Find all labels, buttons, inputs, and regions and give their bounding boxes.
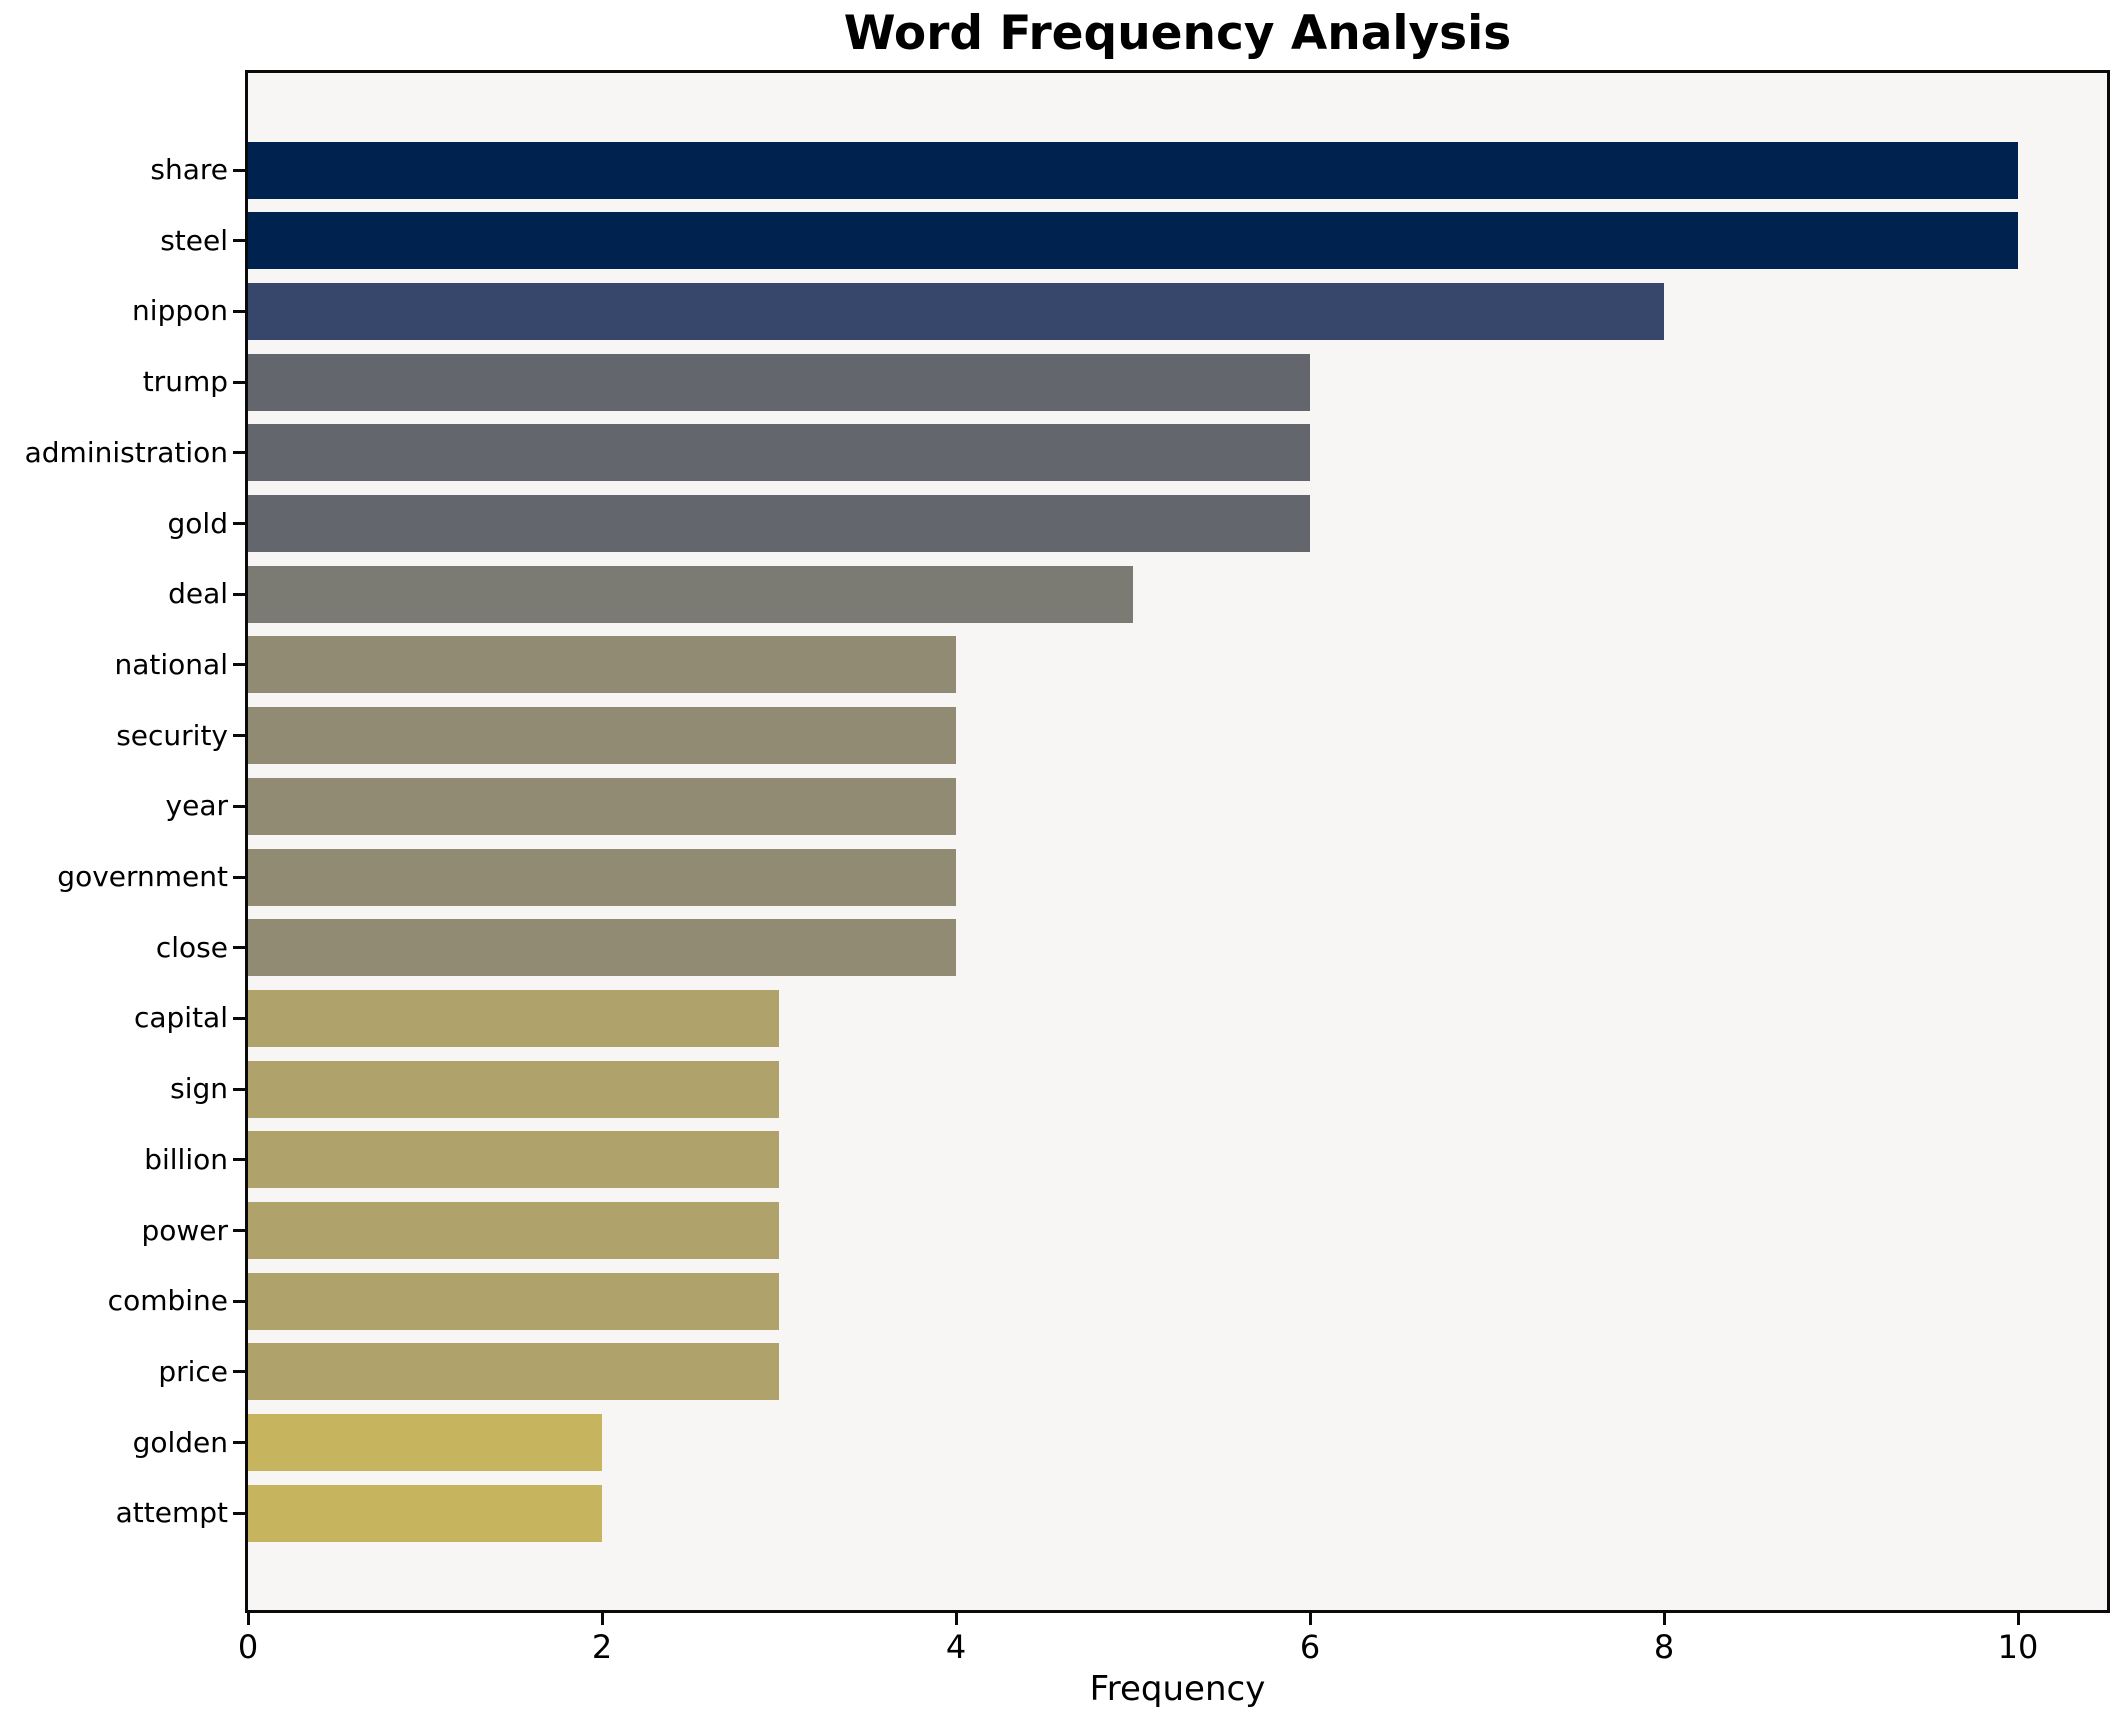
bar-deal (248, 565, 1133, 623)
y-tick-label-share: share (150, 153, 228, 186)
x-tick-label-0: 0 (237, 1628, 259, 1666)
bar-price (248, 1343, 779, 1401)
y-tick-label-administration: administration (24, 435, 228, 469)
x-tick-mark (954, 1613, 958, 1625)
y-tick-mark (233, 168, 245, 172)
bar-security (248, 707, 956, 765)
bar-capital (248, 989, 779, 1047)
bar-trump (248, 353, 1310, 411)
y-tick-label-government: government (57, 860, 228, 893)
y-tick-mark (233, 663, 245, 667)
y-tick-label-trump: trump (142, 365, 228, 399)
x-tick-mark (1662, 1613, 1666, 1625)
y-tick-label-power: power (141, 1213, 228, 1247)
y-tick-label-golden: golden (132, 1425, 228, 1459)
y-tick-label-year: year (165, 789, 228, 823)
x-tick-label-8: 8 (1653, 1628, 1675, 1666)
bar-national (248, 636, 956, 694)
bar-nippon (248, 282, 1664, 340)
y-tick-label-billion: billion (144, 1142, 228, 1176)
bar-attempt (248, 1484, 602, 1542)
x-tick-label-10: 10 (1997, 1628, 2039, 1666)
x-tick-mark (1308, 1613, 1312, 1625)
x-tick-mark (600, 1613, 604, 1625)
chart-title: Word Frequency Analysis (843, 6, 1512, 61)
y-tick-mark (233, 1441, 245, 1445)
y-tick-mark (233, 380, 245, 384)
y-tick-label-price: price (158, 1354, 228, 1388)
x-tick-label-6: 6 (1299, 1628, 1321, 1666)
bar-close (248, 919, 956, 977)
bar-power (248, 1202, 779, 1259)
plot-area (245, 70, 2110, 1613)
bar-government (248, 848, 956, 906)
x-axis-label: Frequency (1089, 1669, 1266, 1709)
y-tick-label-sign: sign (170, 1072, 228, 1106)
y-tick-mark (233, 1229, 245, 1232)
y-tick-mark (233, 592, 245, 596)
y-tick-mark (233, 451, 245, 455)
x-tick-label-4: 4 (945, 1628, 967, 1666)
y-tick-label-attempt: attempt (115, 1496, 228, 1530)
bar-gold (248, 495, 1310, 552)
y-tick-mark (233, 1158, 245, 1162)
y-tick-mark (233, 1016, 245, 1020)
y-tick-mark (233, 1370, 245, 1374)
y-tick-label-combine: combine (107, 1284, 228, 1318)
bar-billion (248, 1131, 779, 1189)
y-tick-mark (233, 946, 245, 950)
y-tick-mark (233, 1511, 245, 1515)
bar-sign (248, 1060, 779, 1118)
x-tick-mark (2016, 1613, 2020, 1625)
y-tick-label-close: close (155, 930, 228, 964)
y-tick-label-gold: gold (167, 506, 228, 540)
y-tick-mark (233, 522, 245, 525)
x-tick-mark (246, 1613, 250, 1625)
x-tick-label-2: 2 (591, 1628, 613, 1666)
bar-administration (248, 424, 1310, 482)
y-tick-label-steel: steel (160, 223, 228, 257)
y-tick-mark (233, 804, 245, 808)
bar-year (248, 777, 956, 835)
y-tick-label-national: national (114, 647, 228, 681)
bar-share (248, 141, 2018, 199)
y-tick-mark (233, 309, 245, 313)
y-tick-label-nippon: nippon (132, 294, 228, 328)
bar-golden (248, 1414, 602, 1472)
y-tick-mark (233, 239, 245, 243)
y-tick-label-capital: capital (133, 1001, 228, 1035)
y-tick-mark (233, 875, 245, 879)
y-tick-mark (233, 1087, 245, 1091)
y-tick-label-security: security (116, 718, 228, 752)
y-tick-label-deal: deal (168, 577, 228, 611)
bar-combine (248, 1272, 779, 1330)
bar-steel (248, 212, 2018, 270)
y-tick-mark (233, 1299, 245, 1303)
y-tick-mark (233, 734, 245, 738)
